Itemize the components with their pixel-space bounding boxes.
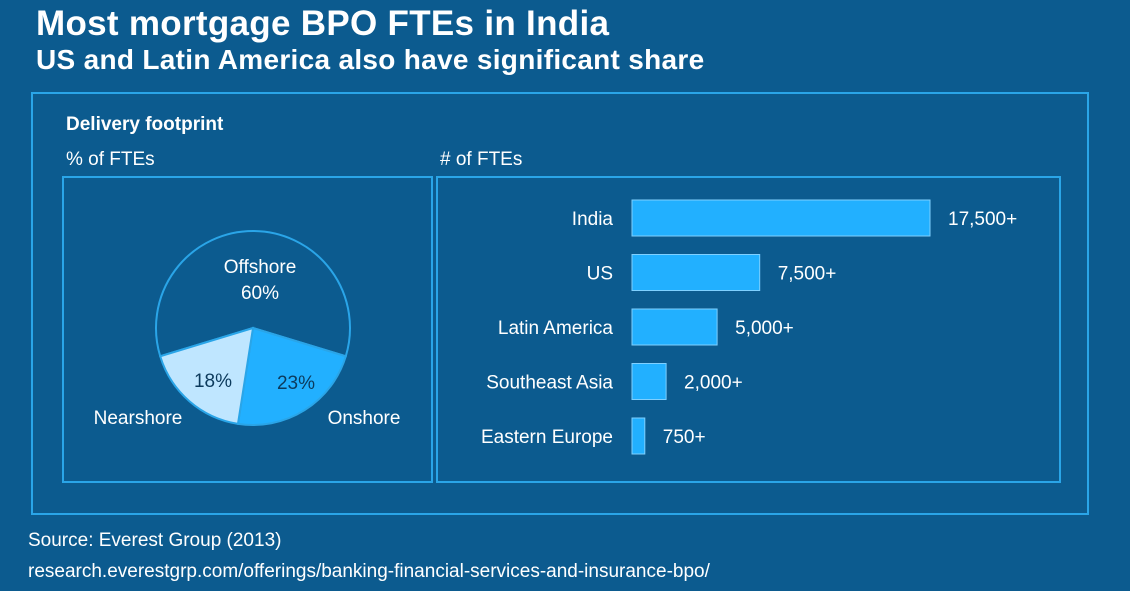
- bar-panel-label: # of FTEs: [440, 149, 523, 170]
- chart-title: Most mortgage BPO FTEs in India: [36, 4, 610, 43]
- pie-label-offshore: 60%: [241, 283, 279, 304]
- bar-category-label: Latin America: [498, 318, 614, 339]
- bar-eastern-europe: [631, 417, 646, 455]
- pie-label-onshore: 23%: [277, 373, 315, 394]
- pie-name-nearshore: Nearshore: [94, 408, 183, 429]
- pie-panel-label: % of FTEs: [66, 149, 155, 170]
- bar-us: [631, 254, 761, 291]
- bar-value-label: 17,500+: [948, 209, 1017, 230]
- bar-category-label: US: [587, 264, 613, 285]
- bar-value-label: 5,000+: [735, 318, 794, 339]
- pie-slice-nearshore: [158, 326, 255, 425]
- bar-value-label: 7,500+: [778, 264, 837, 285]
- section-label: Delivery footprint: [66, 114, 224, 135]
- bar-southeast-asia: [631, 363, 667, 400]
- chart-subtitle: US and Latin America also have significa…: [36, 44, 705, 75]
- bar-value-label: 2,000+: [684, 373, 743, 394]
- bar-category-label: Eastern Europe: [481, 427, 613, 448]
- pie-slice-onshore: [236, 326, 348, 426]
- pie-label-nearshore: 18%: [194, 371, 232, 392]
- pie-name-offshore: Offshore: [224, 257, 297, 278]
- bar-panel: [436, 176, 1061, 483]
- delivery-footprint-frame: [31, 92, 1089, 515]
- bar-latin-america: [631, 308, 718, 346]
- bar-india: [631, 199, 931, 237]
- source-url: research.everestgrp.com/offerings/bankin…: [28, 561, 710, 582]
- source-note: Source: Everest Group (2013): [28, 530, 282, 551]
- pie-name-onshore: Onshore: [328, 408, 401, 429]
- pie-panel: [62, 176, 433, 483]
- pie-slice-offshore: [155, 230, 351, 358]
- bar-category-label: Southeast Asia: [486, 373, 613, 394]
- bar-value-label: 750+: [663, 427, 706, 448]
- bar-category-label: India: [572, 209, 614, 230]
